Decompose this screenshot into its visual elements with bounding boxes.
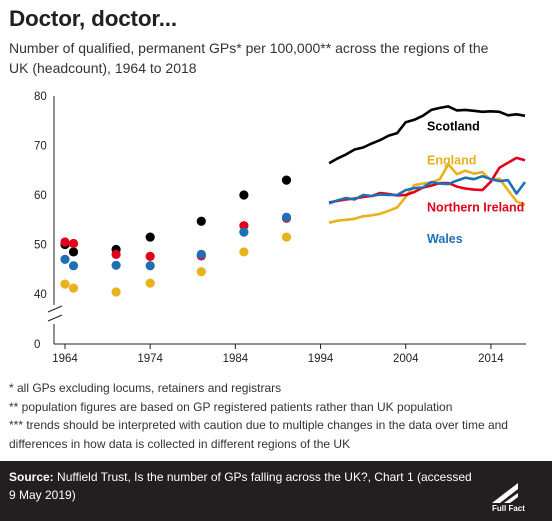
y-axis-break-mark [47,305,63,313]
data-point [281,175,292,185]
data-point [111,287,121,297]
y-tick-label: 0 [34,339,40,351]
y-axis-break-mark [47,314,63,322]
x-tick-label: 1964 [52,353,78,365]
data-point [281,212,292,222]
footnote-3: *** trends should be interpreted with ca… [9,418,508,451]
series-line-wales [328,174,527,205]
x-tick-label: 2014 [478,353,504,365]
chart-subtitle: Number of qualified, permanent GPs* per … [9,40,489,76]
data-point [60,254,70,264]
data-point [68,238,79,249]
data-point [145,232,155,242]
series-label: Wales [427,232,463,246]
data-point [111,249,121,259]
source-text: Source: Nuffield Trust, Is the number of… [9,468,479,504]
data-point [239,247,249,257]
y-tick-label: 70 [34,141,47,153]
data-point [196,216,206,226]
x-tick-label: 2004 [393,353,419,365]
data-point [281,232,292,242]
data-point [145,261,155,271]
full-fact-logo-text: Full Fact [492,504,525,513]
data-point [239,190,249,200]
data-point [145,251,155,261]
series-label: Northern Ireland [427,200,524,214]
chart-axes: 0 40 50 60 70 80 1964 1974 1984 1994 2004 2014 [34,91,526,365]
data-point [145,278,155,288]
series-label: Scotland [427,120,480,134]
data-point [68,283,79,293]
chart-series-labels: Scotland England Northern Ireland Wales [427,120,524,246]
source-bar: Source: Nuffield Trust, Is the number of… [0,461,552,521]
y-tick-label: 80 [34,91,47,103]
source-label: Source: [9,470,54,484]
x-tick-label: 1974 [137,353,163,365]
y-tick-label: 40 [34,289,47,301]
data-point [239,227,249,237]
source-body: Nuffield Trust, Is the number of GPs fal… [9,470,472,502]
y-tick-label: 60 [34,190,47,202]
data-point [60,237,70,247]
data-point [68,247,79,257]
data-point [196,249,206,259]
series-label: England [427,153,476,167]
x-tick-label: 1994 [308,353,334,365]
full-fact-logo: Full Fact [492,483,525,513]
data-point [239,221,249,231]
series-line-scotland [328,105,526,165]
data-point [68,261,79,271]
footnote-1: * all GPs excluding locums, retainers an… [9,381,282,395]
data-point [60,279,70,289]
data-point [196,267,206,277]
page-title: Doctor, doctor... [9,6,177,31]
x-tick-label: 1984 [223,353,249,365]
footnotes: * all GPs excluding locums, retainers an… [9,379,549,453]
y-tick-label: 50 [34,240,47,252]
footnote-2: ** population figures are based on GP re… [9,399,453,414]
data-point [111,260,121,270]
chart-marks [60,105,527,297]
